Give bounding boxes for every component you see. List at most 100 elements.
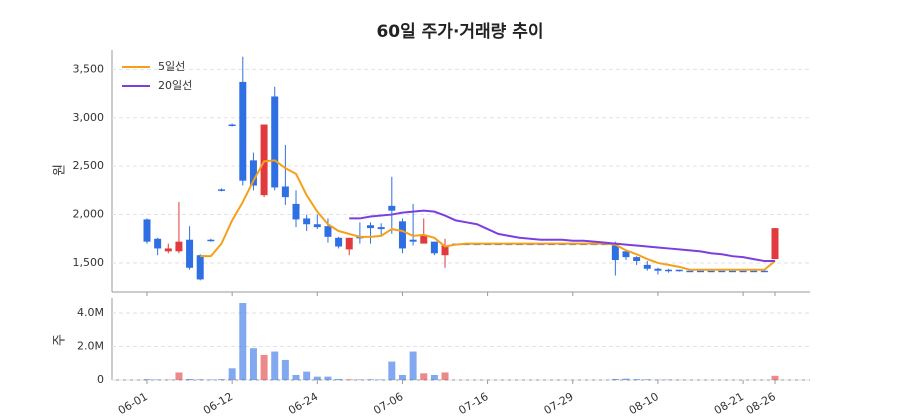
- x-tick-label: 08-21: [712, 390, 746, 417]
- volume-tick-label: 0: [97, 373, 104, 386]
- volume-bar: [324, 376, 332, 380]
- candle-body: [771, 228, 779, 260]
- candle-body: [388, 205, 396, 211]
- candle-body: [686, 270, 694, 273]
- candle-body: [728, 270, 736, 273]
- volume-bar: [207, 379, 215, 380]
- candle-body: [186, 239, 194, 268]
- volume-bar: [409, 351, 417, 380]
- candle-body: [196, 255, 204, 280]
- y-tick-label: 3,000: [73, 111, 105, 124]
- volume-bar: [771, 375, 779, 380]
- candle-body: [643, 264, 651, 269]
- ma-line: [200, 159, 776, 271]
- volume-bar: [622, 378, 630, 380]
- volume-bar: [143, 379, 151, 380]
- volume-bar: [633, 379, 641, 380]
- volume-bar: [292, 374, 300, 380]
- candle-body: [239, 81, 247, 181]
- candle-body: [622, 251, 630, 258]
- x-tick-label: 07-06: [371, 390, 405, 417]
- volume-bar: [271, 351, 279, 380]
- volume-bar: [175, 372, 183, 380]
- candle-body: [292, 203, 300, 220]
- candle-body: [441, 245, 449, 256]
- volume-bar: [239, 303, 247, 380]
- volume-bar: [249, 348, 257, 380]
- candle-body: [154, 238, 162, 249]
- y-tick-label: 2,000: [73, 208, 105, 221]
- candle-body: [218, 189, 226, 191]
- volume-bar: [420, 373, 428, 380]
- x-tick-label: 08-26: [744, 390, 778, 417]
- volume-bar: [228, 368, 236, 380]
- volume-bar: [643, 379, 651, 380]
- candle-body: [420, 235, 428, 244]
- candle-body: [164, 248, 172, 252]
- x-tick-label: 08-10: [627, 390, 661, 417]
- candle-body: [143, 219, 151, 242]
- candle-body: [249, 160, 257, 186]
- candle-body: [409, 239, 417, 242]
- candle-body: [611, 245, 619, 261]
- volume-bar: [377, 379, 385, 380]
- candle-body: [665, 269, 673, 272]
- volume-bar: [335, 378, 343, 380]
- volume-bar: [367, 379, 375, 380]
- candle-body: [313, 224, 321, 228]
- candle-body: [228, 124, 236, 127]
- volume-axis-title: 주: [53, 334, 68, 346]
- candle-body: [718, 270, 726, 273]
- candle-body: [303, 218, 311, 225]
- candle-body: [260, 124, 268, 196]
- chart-title: 60일 주가·거래량 추이: [376, 22, 543, 42]
- volume-bar: [281, 359, 289, 380]
- candle-body: [207, 239, 215, 242]
- candle-body: [739, 270, 747, 273]
- volume-bar: [196, 379, 204, 380]
- legend-label: 20일선: [158, 78, 192, 92]
- y-tick-label: 1,500: [73, 256, 105, 269]
- volume-bar: [218, 379, 226, 380]
- candle-body: [707, 270, 715, 273]
- volume-bar: [388, 361, 396, 380]
- candle-body: [760, 270, 768, 273]
- x-tick-label: 06-24: [286, 390, 320, 417]
- candle-body: [675, 269, 683, 272]
- volume-bar: [303, 371, 311, 380]
- candle-body: [335, 237, 343, 247]
- y-tick-label: 2,500: [73, 159, 105, 172]
- volume-tick-label: 4.0M: [77, 306, 104, 319]
- volume-bar: [260, 354, 268, 380]
- volume-bar: [356, 379, 364, 380]
- candle-body: [430, 241, 438, 254]
- candle-body: [398, 221, 406, 249]
- volume-bar: [398, 374, 406, 380]
- candle-body: [367, 225, 375, 229]
- volume-bar: [313, 376, 321, 380]
- candle-body: [281, 186, 289, 198]
- candle-body: [175, 241, 183, 252]
- y-tick-label: 3,500: [73, 62, 105, 75]
- x-tick-label: 07-29: [542, 390, 576, 417]
- x-tick-label: 06-12: [201, 390, 235, 417]
- candle-body: [750, 270, 758, 273]
- volume-bar: [345, 379, 353, 380]
- volume-bar: [186, 378, 194, 380]
- candle-body: [377, 227, 385, 230]
- volume-bar: [430, 374, 438, 380]
- volume-bar: [611, 378, 619, 380]
- candle-body: [271, 96, 279, 188]
- y-axis-title: 원: [53, 164, 68, 176]
- candle-body: [345, 237, 353, 250]
- x-tick-label: 07-16: [456, 390, 490, 417]
- candle-body: [324, 226, 332, 237]
- candle-body: [633, 257, 641, 262]
- candle-body: [654, 268, 662, 271]
- x-tick-label: 06-01: [116, 390, 150, 417]
- ma-line: [349, 209, 775, 263]
- candle-body: [696, 270, 704, 273]
- volume-bar: [154, 379, 162, 380]
- legend-label: 5일선: [158, 59, 185, 73]
